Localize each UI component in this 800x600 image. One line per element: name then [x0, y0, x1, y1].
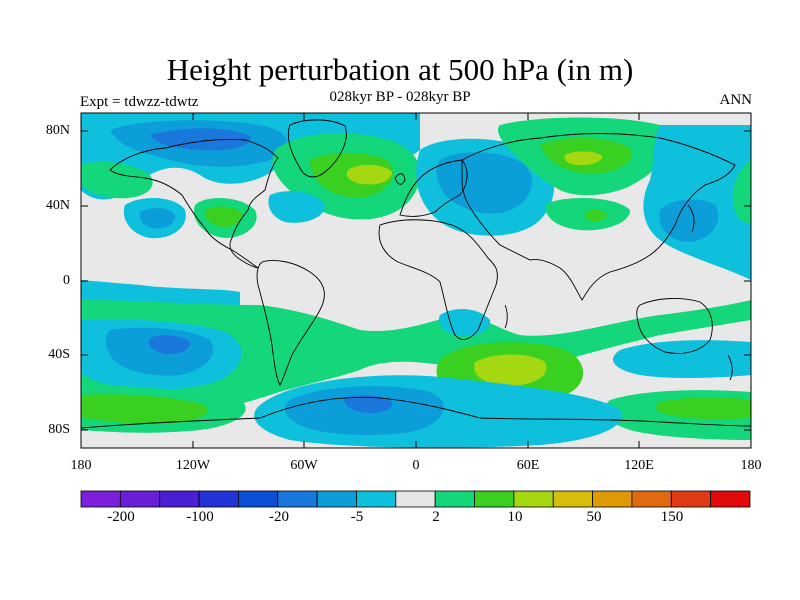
colorbar-label: -100	[186, 509, 214, 525]
colorbar-swatch	[316, 490, 357, 508]
lon-tick-label: 180	[70, 458, 92, 473]
colorbar-label: -200	[107, 509, 135, 525]
colorbar-swatch	[80, 490, 121, 508]
experiment-label: Expt = tdwzz-tdwtz	[80, 94, 199, 110]
colorbar-swatch	[434, 490, 475, 508]
contour-region-southern-positive-west-core	[81, 394, 208, 425]
colorbar-label: 150	[660, 509, 684, 525]
contour-region-south-pacific-peak	[148, 335, 191, 355]
coast-madagascar	[504, 304, 508, 329]
lon-tick-label: 60W	[290, 458, 318, 473]
colorbar-label: 2	[432, 509, 440, 525]
colorbar-swatch	[631, 490, 672, 508]
contour-region-south-pacific-east-negative	[612, 340, 751, 379]
contour-region-us-core	[204, 206, 243, 228]
contour-region-eurasia-core	[436, 152, 533, 214]
lon-tick-label: 120W	[175, 458, 211, 473]
colorbar-swatch	[119, 490, 161, 508]
colorbar-swatch	[670, 490, 712, 508]
colorbar	[80, 490, 751, 508]
coast-japan	[687, 204, 695, 233]
colorbar-swatch	[159, 490, 200, 508]
colorbar-swatch	[552, 490, 593, 508]
contour-region-atlantic-negative	[268, 191, 325, 223]
colorbar-swatch	[710, 490, 751, 508]
map-title: Height perturbation at 500 hPa (in m)	[166, 52, 634, 87]
contour-region-tropical-positive-south-america	[81, 300, 751, 419]
coastlines	[81, 119, 751, 429]
coast-new-zealand	[727, 354, 733, 381]
contour-region-central-asia-core	[585, 209, 607, 222]
coast-africa	[378, 219, 498, 341]
contour-region-north-atlantic-peak	[346, 164, 392, 185]
contour-region-southern-positive-east-core	[655, 397, 751, 420]
coast-antarctica	[81, 396, 751, 429]
colorbar-swatch	[277, 490, 318, 508]
contour-region-north-pacific-core	[659, 199, 719, 242]
colorbar-label: 50	[586, 509, 602, 525]
colorbar-swatch	[238, 490, 279, 508]
contour-region-pacific-negative-west-core	[139, 208, 176, 229]
contour-region-siberia-peak	[564, 151, 602, 166]
colorbar-swatch	[198, 490, 239, 508]
contour-region-pacific-positive-east	[732, 160, 751, 225]
lat-tick-label: 40N	[45, 198, 70, 213]
contour-field	[81, 113, 751, 448]
coast-asia	[461, 133, 736, 301]
lat-tick-label: 80S	[48, 422, 70, 437]
coast-uk	[394, 173, 406, 185]
lon-tick-label: 120E	[624, 458, 654, 473]
lat-tick-label: 80N	[45, 123, 70, 138]
colorbar-swatch	[356, 490, 397, 508]
axis-ticks	[81, 113, 751, 448]
colorbar-label: -20	[269, 509, 289, 525]
coast-europe	[399, 159, 468, 217]
contour-region-tropical-negative-band	[81, 280, 240, 305]
lon-tick-label: 0	[412, 458, 420, 473]
contour-region-south-atlantic-negative	[438, 308, 491, 337]
contour-region-antarctic-peak	[344, 395, 393, 414]
lon-tick-label: 180	[740, 458, 762, 473]
colorbar-swatch	[592, 490, 633, 508]
coast-north-america	[109, 139, 279, 269]
coast-greenland	[287, 119, 347, 178]
contour-region-arctic-core2	[150, 128, 251, 151]
colorbar-label: -5	[350, 509, 364, 525]
season-label: ANN	[719, 92, 753, 108]
contour-region-south-indian-peak	[474, 354, 547, 386]
contour-region-alaska-positive	[81, 162, 153, 199]
colorbar-swatch	[474, 490, 515, 508]
lat-tick-label: 0	[63, 273, 70, 288]
lon-tick-label: 60E	[516, 458, 540, 473]
coast-south-america	[256, 260, 325, 386]
map-subtitle: 028kyr BP - 028kyr BP	[329, 89, 471, 105]
colorbar-swatch	[513, 490, 554, 508]
lat-tick-label: 40S	[48, 347, 70, 362]
colorbar-swatch	[395, 490, 436, 508]
colorbar-label: 10	[507, 509, 523, 525]
coast-australia	[636, 298, 713, 354]
